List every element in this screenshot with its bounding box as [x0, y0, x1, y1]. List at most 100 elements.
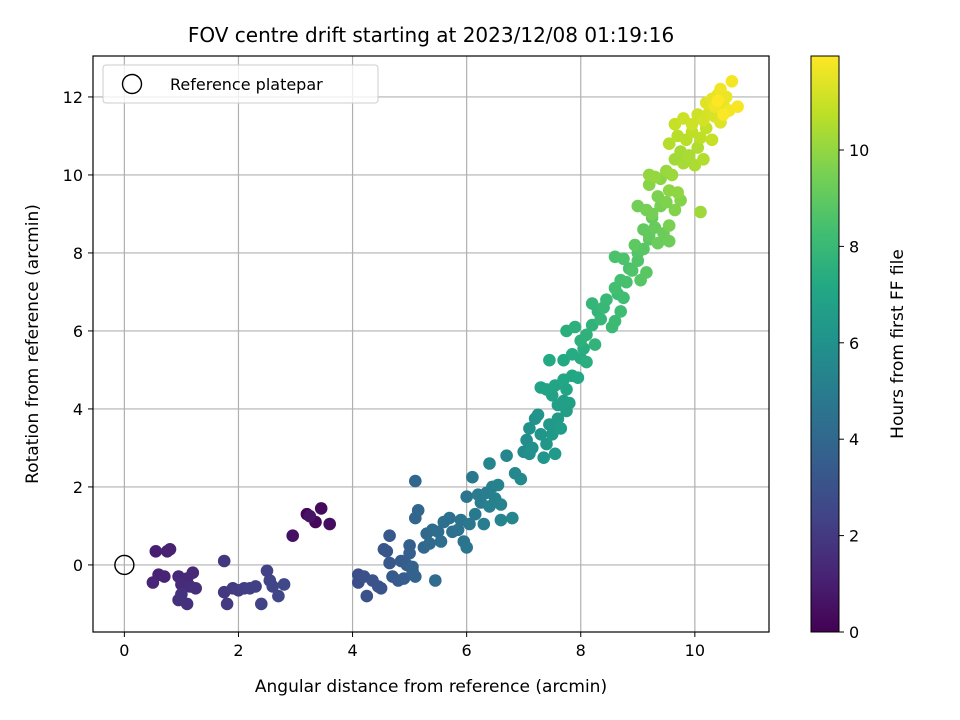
data-point-146 [617, 252, 630, 266]
data-point-61 [423, 537, 436, 550]
data-point-128 [580, 328, 593, 342]
colorbar-gradient [811, 56, 839, 632]
data-point-168 [660, 195, 673, 209]
data-point-34 [277, 578, 291, 591]
data-point-14 [186, 566, 200, 579]
data-point-133 [594, 312, 607, 326]
y-tick-label-0: 0 [73, 556, 83, 575]
data-point-76 [468, 507, 482, 521]
colorbar-frame [810, 55, 840, 633]
data-point-28 [249, 580, 262, 593]
grid-lines [93, 56, 769, 632]
data-point-119 [543, 353, 556, 367]
data-point-161 [662, 234, 676, 248]
data-point-196 [685, 117, 699, 131]
data-point-49 [397, 572, 411, 585]
y-axis-ticks: 0 2 4 6 8 10 12 [63, 88, 93, 575]
data-point-166 [662, 219, 676, 232]
data-point-5 [303, 509, 317, 523]
data-point-176 [648, 170, 662, 184]
data-point-137 [608, 314, 622, 328]
data-point-159 [651, 236, 665, 250]
y-axis-label: Rotation from reference (arcmin) [23, 204, 43, 484]
data-point-169 [668, 203, 682, 217]
data-point-178 [665, 168, 679, 182]
data-point-4 [286, 529, 300, 542]
data-point-20 [175, 587, 188, 601]
data-point-87 [483, 457, 496, 470]
data-point-135 [600, 293, 613, 307]
data-point-88 [500, 449, 513, 463]
data-point-54 [409, 570, 422, 583]
data-point-115 [560, 383, 573, 396]
data-point-212 [731, 100, 744, 113]
data-point-38 [360, 589, 374, 603]
colorbar-ticks: 0 2 4 6 8 10 [839, 141, 869, 642]
data-point-86 [494, 513, 508, 527]
data-point-33 [272, 589, 285, 603]
colorbar-tick-label-1: 2 [849, 527, 859, 546]
data-point-211 [725, 75, 739, 88]
colorbar-label: Hours from first FF file [888, 249, 908, 439]
data-point-101 [540, 437, 553, 451]
data-point-99 [534, 428, 548, 441]
data-point-193 [705, 133, 719, 147]
data-point-154 [628, 238, 642, 252]
data-point-63 [429, 574, 442, 587]
x-tick-label-1: 2 [233, 641, 243, 660]
legend-marker-hollow-circle [121, 73, 143, 95]
data-point-105 [551, 412, 565, 426]
data-point-65 [434, 535, 448, 548]
data-point-79 [477, 517, 491, 531]
data-point-2 [314, 502, 328, 515]
data-point-100 [537, 451, 550, 465]
data-point-3 [323, 517, 337, 531]
chart-title: FOV centre drift starting at 2023/12/08 … [188, 23, 674, 47]
data-point-45 [383, 529, 396, 542]
data-point-187 [662, 137, 676, 150]
x-tick-label-4: 8 [576, 641, 586, 660]
reference-marker-layer [114, 554, 135, 576]
data-point-185 [691, 141, 704, 154]
data-point-191 [694, 131, 707, 145]
data-point-64 [431, 525, 445, 539]
data-point-179 [694, 205, 707, 219]
y-tick-label-4: 8 [73, 244, 83, 263]
data-point-98 [531, 408, 545, 422]
legend-box [102, 64, 379, 104]
data-point-72 [460, 541, 474, 554]
data-point-29 [254, 597, 268, 611]
data-point-140 [617, 291, 630, 305]
data-point-67 [443, 511, 456, 525]
data-point-109 [563, 396, 576, 410]
x-axis-label: Angular distance from reference (arcmin) [255, 677, 607, 697]
y-tick-label-3: 6 [73, 322, 83, 341]
data-point-11 [146, 576, 160, 589]
data-point-55 [406, 560, 419, 574]
data-point-183 [682, 149, 696, 162]
data-point-147 [625, 264, 639, 277]
y-tick-label-2: 4 [73, 400, 83, 419]
data-point-143 [620, 275, 633, 289]
colorbar-tick-label-2: 4 [849, 430, 859, 449]
x-tick-label-0: 0 [119, 641, 129, 660]
y-tick-label-5: 10 [63, 166, 83, 185]
data-point-52 [403, 539, 416, 552]
data-point-30 [260, 564, 274, 578]
data-point-91 [514, 472, 528, 486]
data-point-104 [548, 447, 562, 461]
data-point-126 [568, 320, 582, 334]
plot-frame [92, 55, 770, 633]
data-point-213 [717, 108, 730, 121]
data-points [146, 75, 744, 611]
data-point-43 [380, 545, 394, 558]
data-point-10 [158, 570, 171, 583]
data-point-23 [220, 597, 234, 611]
colorbar-tick-label-4: 8 [849, 237, 859, 256]
x-tick-label-5: 10 [685, 641, 705, 660]
data-point-152 [640, 266, 653, 279]
x-axis-ticks: 0 2 4 6 8 10 [119, 632, 705, 660]
data-point-73 [460, 490, 474, 504]
data-point-186 [697, 153, 710, 166]
